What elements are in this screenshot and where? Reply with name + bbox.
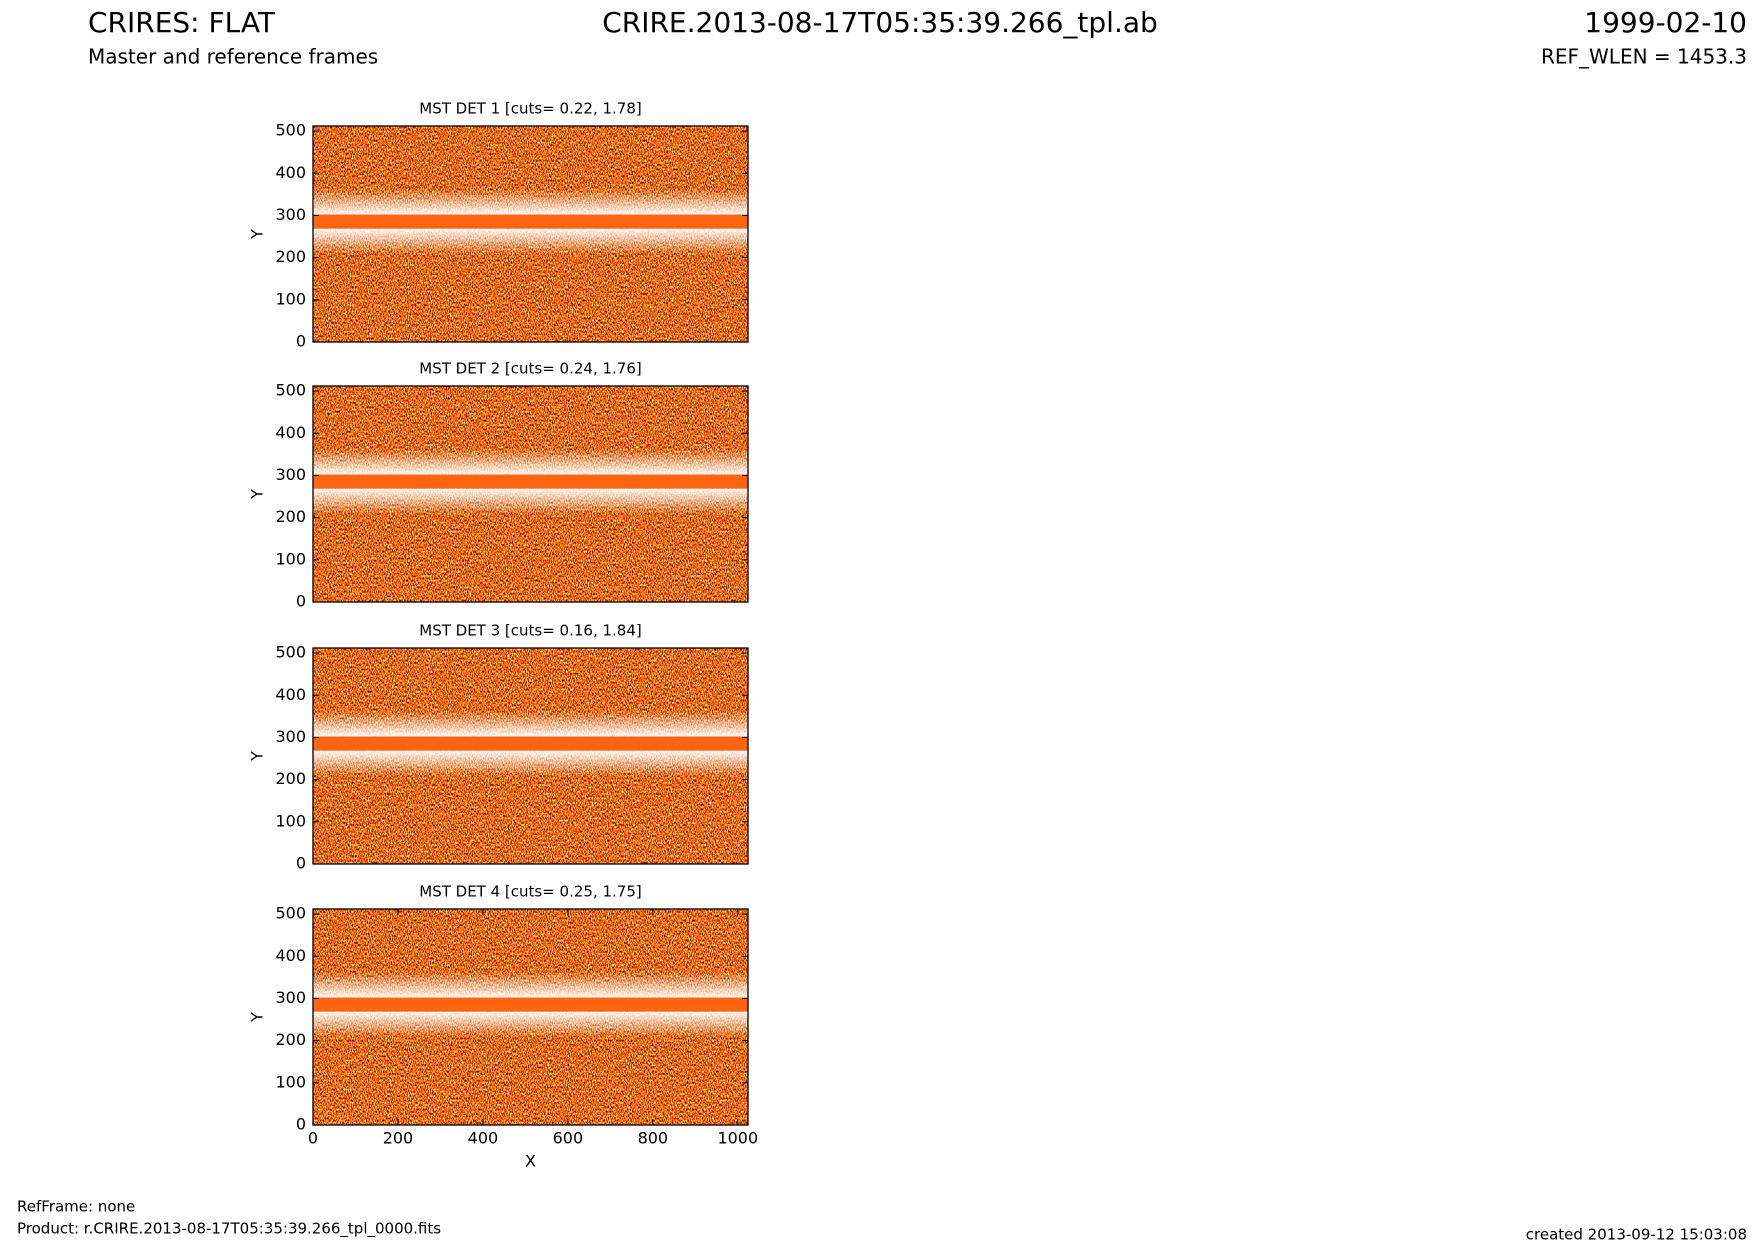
panel-title: MST DET 1 [cuts= 0.22, 1.78]: [419, 100, 642, 118]
glow: [313, 750, 748, 777]
y-tick-label: 300: [275, 465, 306, 484]
spectral-order: [313, 214, 748, 229]
date: 1999-02-10: [1584, 6, 1747, 39]
spectral-order: [313, 997, 748, 1012]
spectral-order: [313, 736, 748, 751]
glow: [313, 971, 748, 998]
glow: [313, 188, 748, 215]
y-tick-label: 400: [275, 946, 306, 965]
panel-title: MST DET 3 [cuts= 0.16, 1.84]: [419, 622, 642, 640]
glow: [313, 488, 748, 515]
x-tick-label: 400: [468, 1129, 499, 1148]
y-tick-label: 300: [275, 988, 306, 1007]
panel-title: MST DET 4 [cuts= 0.25, 1.75]: [419, 883, 642, 901]
y-tick-label: 300: [275, 727, 306, 746]
file-name: CRIRE.2013-08-17T05:35:39.266_tpl.ab: [602, 6, 1158, 39]
y-tick-label: 400: [275, 685, 306, 704]
y-tick-label: 500: [275, 121, 306, 140]
y-tick-label: 200: [275, 507, 306, 526]
y-tick-label: 100: [275, 811, 306, 830]
glow: [313, 228, 748, 255]
y-tick-label: 0: [296, 592, 306, 611]
axes-frame: [312, 647, 749, 865]
glow: [313, 1011, 748, 1038]
x-axis-label: X: [525, 1152, 536, 1171]
x-tick-label: 200: [383, 1129, 414, 1148]
y-tick-label: 200: [275, 247, 306, 266]
y-axis-label: Y: [248, 751, 267, 762]
y-tick-label: 400: [275, 163, 306, 182]
y-tick-label: 100: [275, 1072, 306, 1091]
y-tick-label: 500: [275, 381, 306, 400]
ref-wlen: REF_WLEN = 1453.3: [1541, 45, 1747, 69]
glow: [313, 448, 748, 475]
spectral-order: [313, 474, 748, 489]
x-tick-label: 1000: [717, 1129, 758, 1148]
glow: [313, 710, 748, 737]
ref-frame: RefFrame: none: [17, 1198, 135, 1216]
y-tick-label: 0: [296, 854, 306, 873]
panel-title: MST DET 2 [cuts= 0.24, 1.76]: [419, 360, 642, 378]
y-tick-label: 100: [275, 549, 306, 568]
y-tick-label: 200: [275, 1030, 306, 1049]
x-tick-label: 800: [638, 1129, 669, 1148]
y-axis-label: Y: [248, 1012, 267, 1023]
y-tick-label: 500: [275, 904, 306, 923]
y-tick-label: 100: [275, 289, 306, 308]
created: created 2013-09-12 15:03:08: [1526, 1226, 1747, 1244]
title: CRIRES: FLAT: [88, 6, 276, 39]
y-tick-label: 0: [296, 332, 306, 351]
y-tick-label: 300: [275, 205, 306, 224]
y-tick-label: 200: [275, 769, 306, 788]
y-tick-label: 400: [275, 423, 306, 442]
axes-frame: [312, 908, 749, 1126]
x-tick-label: 600: [553, 1129, 584, 1148]
axes-frame: [312, 125, 749, 343]
y-axis-label: Y: [248, 229, 267, 240]
subtitle: Master and reference frames: [88, 45, 378, 69]
y-tick-label: 0: [296, 1115, 306, 1134]
y-tick-label: 500: [275, 643, 306, 662]
axes-frame: [312, 385, 749, 603]
product: Product: r.CRIRE.2013-08-17T05:35:39.266…: [17, 1220, 441, 1239]
x-tick-label: 0: [308, 1129, 318, 1148]
y-axis-label: Y: [248, 489, 267, 500]
